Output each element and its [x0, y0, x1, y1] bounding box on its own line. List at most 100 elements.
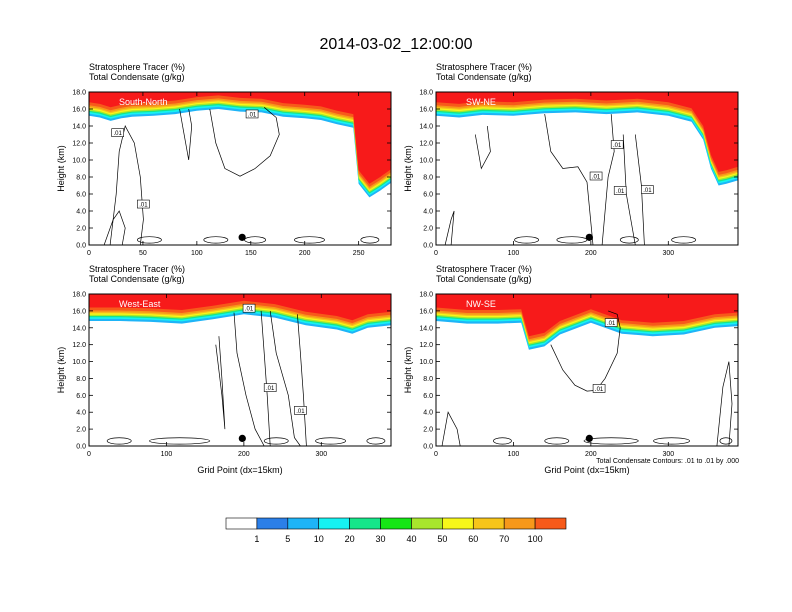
contour-label: .01: [296, 409, 305, 415]
y-axis-title: Height (km): [403, 347, 413, 394]
contour-label-box: [242, 303, 256, 313]
low-cloud-contour: [360, 236, 380, 244]
y-tick-label: 14.0: [72, 325, 86, 332]
low-cloud-contour: [619, 236, 639, 244]
contour-label-box: [263, 383, 277, 392]
y-tick-label: 16.0: [419, 107, 433, 114]
x-tick-label: 0: [87, 451, 91, 458]
condensate-contour: [444, 210, 455, 245]
contour-label-box: [613, 186, 627, 195]
colorbar-label: 70: [499, 534, 509, 544]
y-tick-label: 8.0: [76, 175, 86, 182]
x-tick-label: 100: [191, 250, 203, 257]
location-marker: [238, 434, 246, 442]
contour-label-box: [245, 109, 259, 119]
y-tick-label: 0.0: [423, 243, 433, 250]
panel-subtitle: Total Condensate (g/kg): [436, 274, 532, 284]
plot-area: .01 .01 .01 .01 SW-NE: [436, 92, 738, 245]
contour-footnote: Total Condensate Contours: .01 to .01 by…: [596, 458, 739, 465]
y-tick-label: 14.0: [72, 124, 86, 131]
y-tick-label: 2.0: [423, 427, 433, 434]
y-axis-title: Height (km): [403, 145, 413, 192]
y-tick-label: 4.0: [76, 410, 86, 417]
y-tick-label: 8.0: [76, 376, 86, 383]
y-tick-label: 14.0: [419, 124, 433, 131]
x-tick-label: 200: [585, 250, 597, 257]
panel-3: .01 .01 .01 West-East Stratosphere Tracer (%…: [56, 264, 392, 475]
y-tick-label: 2.0: [423, 226, 433, 233]
colorbar-swatch: [380, 517, 412, 530]
x-tick-label: 100: [508, 451, 520, 458]
panel-title: Stratosphere Tracer (%): [436, 264, 532, 274]
y-tick-label: 0.0: [76, 243, 86, 250]
plot-frame: [435, 91, 739, 246]
y-tick-label: 18.0: [72, 292, 86, 299]
plot-frame: [88, 293, 392, 447]
colorbar-label: 30: [376, 534, 386, 544]
condensate-contour: [622, 134, 645, 245]
x-tick-label: 200: [299, 250, 311, 257]
y-tick-label: 16.0: [419, 308, 433, 315]
low-cloud-contour: [315, 437, 347, 445]
colorbar: 1 5 10 20 30 40 50 60 70 100: [225, 517, 567, 544]
tracer-band-0: [89, 92, 391, 198]
y-tick-label: 16.0: [72, 107, 86, 114]
y-tick-label: 2.0: [76, 427, 86, 434]
condensate-contour: [215, 336, 226, 430]
condensate-contour: [441, 411, 461, 446]
condensate-contour: [269, 310, 307, 446]
tracer-band-0: [436, 92, 738, 186]
contour-label: .01: [592, 175, 601, 181]
x-tick-label: 200: [585, 451, 597, 458]
y-tick-label: 12.0: [72, 342, 86, 349]
contour-label-box: [589, 171, 603, 181]
low-cloud-contour: [106, 437, 132, 445]
low-cloud-contour: [149, 437, 211, 445]
panel-group: .01 .01 .01 South-North Stratosphere Tracer …: [56, 62, 739, 475]
main-title: 2014-03-02_12:00:00: [319, 36, 472, 53]
low-cloud-contour: [203, 236, 229, 244]
contour-label-box: [111, 128, 124, 137]
low-cloud-contour: [493, 437, 512, 445]
y-tick-label: 12.0: [419, 342, 433, 349]
y-tick-label: 6.0: [76, 393, 86, 400]
contour-label-box: [641, 185, 654, 194]
x-tick-label: 300: [315, 451, 327, 458]
y-tick-label: 0.0: [423, 444, 433, 451]
low-cloud-contour: [719, 437, 733, 445]
region-label: West-East: [119, 299, 161, 309]
y-tick-label: 16.0: [72, 308, 86, 315]
low-cloud-contour: [366, 437, 386, 445]
y-tick-label: 10.0: [419, 359, 433, 366]
x-axis-title: Grid Point (dx=15km): [544, 465, 629, 475]
tracer-band-8: [89, 294, 391, 321]
colorbar-label: 20: [345, 534, 355, 544]
low-cloud-contour: [136, 236, 162, 244]
y-tick-label: 6.0: [76, 192, 86, 199]
low-cloud-contour: [294, 236, 325, 244]
contour-label: .01: [613, 143, 622, 149]
tracer-band-8: [436, 294, 738, 337]
colorbar-swatch: [256, 517, 289, 530]
location-marker: [585, 434, 593, 442]
low-cloud-contour: [263, 437, 289, 445]
plot-frame: [88, 91, 392, 246]
colorbar-swatch: [411, 517, 443, 530]
y-tick-label: 10.0: [419, 158, 433, 165]
x-axis-title: Grid Point (dx=15km): [197, 465, 282, 475]
condensate-contour: [474, 125, 491, 170]
x-tick-label: 0: [434, 250, 438, 257]
contour-label: .01: [245, 307, 254, 313]
y-tick-label: 18.0: [419, 292, 433, 299]
condensate-contour: [233, 310, 271, 446]
y-tick-label: 14.0: [419, 325, 433, 332]
low-cloud-contour: [514, 236, 540, 244]
condensate-contour: [544, 114, 615, 245]
contour-label: .01: [248, 112, 257, 118]
region-label: South-North: [119, 97, 168, 107]
plot-area: .01 .01 .01 West-East: [89, 294, 391, 446]
contour-label-box: [604, 318, 618, 327]
region-label: NW-SE: [466, 299, 496, 309]
